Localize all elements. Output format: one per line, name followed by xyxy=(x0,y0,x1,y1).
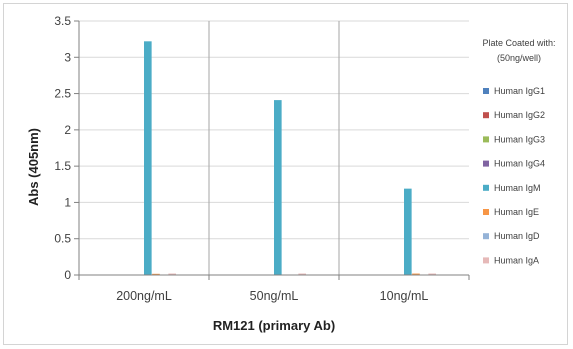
legend: Plate Coated with: (50ng/well) Human IgG… xyxy=(482,38,555,265)
legend-swatch xyxy=(483,257,489,264)
axes xyxy=(78,21,470,280)
legend-swatch xyxy=(483,88,489,94)
bar-human-iga-0 xyxy=(168,273,176,275)
y-tick-label: 0.5 xyxy=(54,232,71,246)
y-tick-label: 3.5 xyxy=(54,14,71,28)
legend-label: Human IgG3 xyxy=(494,134,545,144)
legend-label: Human IgG2 xyxy=(494,110,545,120)
legend-label: Human IgG1 xyxy=(494,86,545,96)
legend-label: Human IgA xyxy=(494,255,539,265)
legend-swatch xyxy=(483,112,489,119)
y-tick-label: 2 xyxy=(64,123,71,137)
legend-items: Human IgG1 Human IgG2 Human IgG3 Human IgG4… xyxy=(483,86,545,265)
legend-swatch xyxy=(483,209,489,215)
bars xyxy=(144,41,436,275)
legend-swatch xyxy=(483,184,489,191)
y-axis-title: Abs (405nm) xyxy=(26,128,41,206)
y-tick-label: 2.5 xyxy=(54,87,71,101)
legend-label: Human IgE xyxy=(494,207,539,217)
bar-human-igm-0 xyxy=(144,41,152,275)
y-tick-label: 0 xyxy=(64,268,71,282)
y-tick-label: 1.5 xyxy=(54,159,71,173)
legend-swatch xyxy=(483,136,489,143)
x-category-label: 50ng/mL xyxy=(250,289,299,303)
y-tick-label: 1 xyxy=(64,195,71,209)
bar-human-iga-2 xyxy=(428,273,436,275)
y-tick-label: 3 xyxy=(64,50,71,64)
category-dividers xyxy=(208,21,340,275)
bar-human-ige-2 xyxy=(412,273,420,275)
bar-human-igm-1 xyxy=(274,100,282,275)
bar-chart: 00.511.522.533.5 200ng/mL 50ng/mL 10ng/mL … xyxy=(26,14,556,333)
x-axis-title: RM121 (primary Ab) xyxy=(213,318,335,333)
bar-human-ige-0 xyxy=(152,273,160,275)
legend-label: Human IgD xyxy=(494,231,540,241)
legend-title-line1: Plate Coated with: xyxy=(482,38,555,48)
x-category-label: 10ng/mL xyxy=(380,289,429,303)
legend-swatch xyxy=(483,160,489,167)
x-category-label: 200ng/mL xyxy=(116,289,172,303)
bar-human-igm-2 xyxy=(404,188,412,275)
x-category-labels: 200ng/mL 50ng/mL 10ng/mL xyxy=(116,289,428,303)
legend-label: Human IgG4 xyxy=(494,159,545,169)
legend-swatch xyxy=(483,233,489,240)
y-tick-labels: 0 0.5 1 1.5 2 2.5 3 3.5 xyxy=(54,14,71,282)
chart-frame: 0 0.5 1 1.5 2 2.5 3 3.5 200ng/mL 50ng/mL 10ng/mL … xyxy=(3,3,568,345)
bar-human-iga-1 xyxy=(298,273,306,275)
legend-title-line2: (50ng/well) xyxy=(497,53,541,63)
legend-label: Human IgM xyxy=(494,183,541,193)
